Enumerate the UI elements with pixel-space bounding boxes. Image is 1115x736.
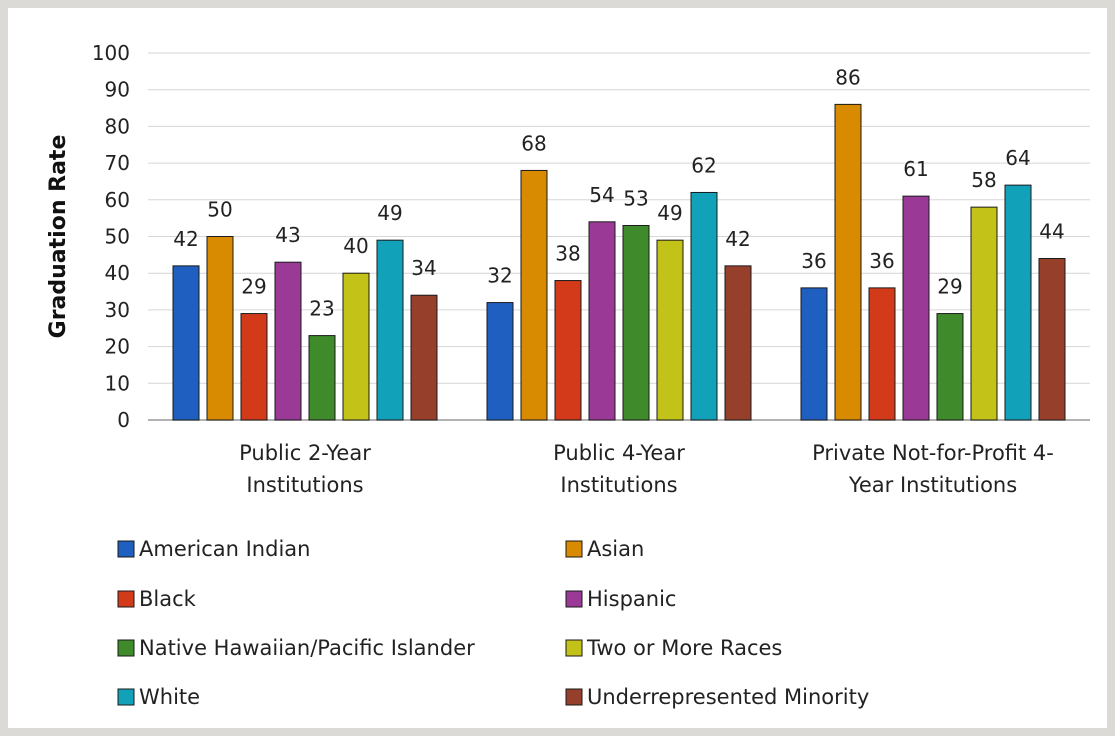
bar [588,221,616,421]
data-label: 40 [343,234,368,258]
category-label: Private Not-for-Profit 4- [812,441,1054,465]
bar [342,272,370,421]
legend-swatch [565,540,583,558]
y-tick-label: 100 [92,41,130,65]
category-label: Year Institutions [848,473,1017,497]
data-label: 50 [207,198,232,222]
data-label: 32 [487,264,512,288]
data-label: 49 [377,201,402,225]
data-label: 54 [589,183,614,207]
bar [486,302,514,421]
data-label: 86 [835,65,860,89]
bar [902,195,930,421]
data-label: 64 [1005,146,1030,170]
data-label: 43 [275,223,300,247]
bar [240,313,268,421]
data-label: 29 [241,275,266,299]
bar [656,239,684,421]
bar [724,265,752,421]
y-tick-label: 0 [117,408,130,432]
legend-label: Underrepresented Minority [587,685,869,709]
data-label: 34 [411,256,436,280]
y-tick-label: 50 [105,225,130,249]
data-label: 23 [309,297,334,321]
y-tick-label: 10 [105,371,130,395]
bar [868,287,896,421]
legend-label: Two or More Races [586,636,782,660]
legend-label: American Indian [139,537,310,561]
data-label: 61 [903,157,928,181]
legend-label: Asian [587,537,644,561]
bar [554,280,582,421]
bar [206,236,234,421]
grouped-bar-chart: 0 10 20 30 40 50 60 70 80 90 100 Graduation Rate 42 5… [46,41,1090,709]
data-label: 49 [657,201,682,225]
bar [690,191,718,421]
data-label: 53 [623,186,648,210]
data-label: 42 [725,227,750,251]
y-tick-label: 20 [105,335,130,359]
data-label: 29 [937,275,962,299]
y-tick-label: 70 [105,151,130,175]
legend-label: Hispanic [587,587,676,611]
bar [800,287,828,421]
bar [970,206,998,421]
data-label: 62 [691,153,716,177]
legend-swatch [565,639,583,657]
category-label: Public 2-Year [239,441,371,465]
y-axis-label: Graduation Rate [46,135,71,339]
chart-frame: 0 10 20 30 40 50 60 70 80 90 100 Graduation Rate 42 5… [8,8,1107,728]
y-tick-label: 30 [105,298,130,322]
legend-swatch [117,590,135,608]
data-label: 36 [869,249,894,273]
legend-label: Native Hawaiian/Pacific Islander [139,636,475,660]
data-label: 36 [801,249,826,273]
category-label: Public 4-Year [553,441,685,465]
data-label: 58 [971,168,996,192]
legend-swatch [565,688,583,706]
legend-swatch [117,688,135,706]
legend-label: Black [139,587,197,611]
bar [1004,184,1032,421]
bar [172,265,200,421]
data-label: 44 [1039,220,1064,244]
y-tick-label: 90 [105,78,130,102]
data-label: 38 [555,242,580,266]
y-tick-label: 60 [105,188,130,212]
bar [622,224,650,421]
data-label: 42 [173,227,198,251]
bar [520,169,548,421]
y-tick-label: 80 [105,114,130,138]
category-label: Institutions [560,473,677,497]
bar [308,335,336,421]
bar [1038,258,1066,421]
legend-swatch [117,639,135,657]
legend-label: White [139,685,200,709]
bar [376,239,404,421]
bar [410,294,438,421]
bar [936,313,964,421]
legend-swatch [117,540,135,558]
category-label: Institutions [246,473,363,497]
data-label: 68 [521,131,546,155]
bar [834,103,862,421]
bar [274,261,302,421]
y-tick-label: 40 [105,261,130,285]
legend-swatch [565,590,583,608]
